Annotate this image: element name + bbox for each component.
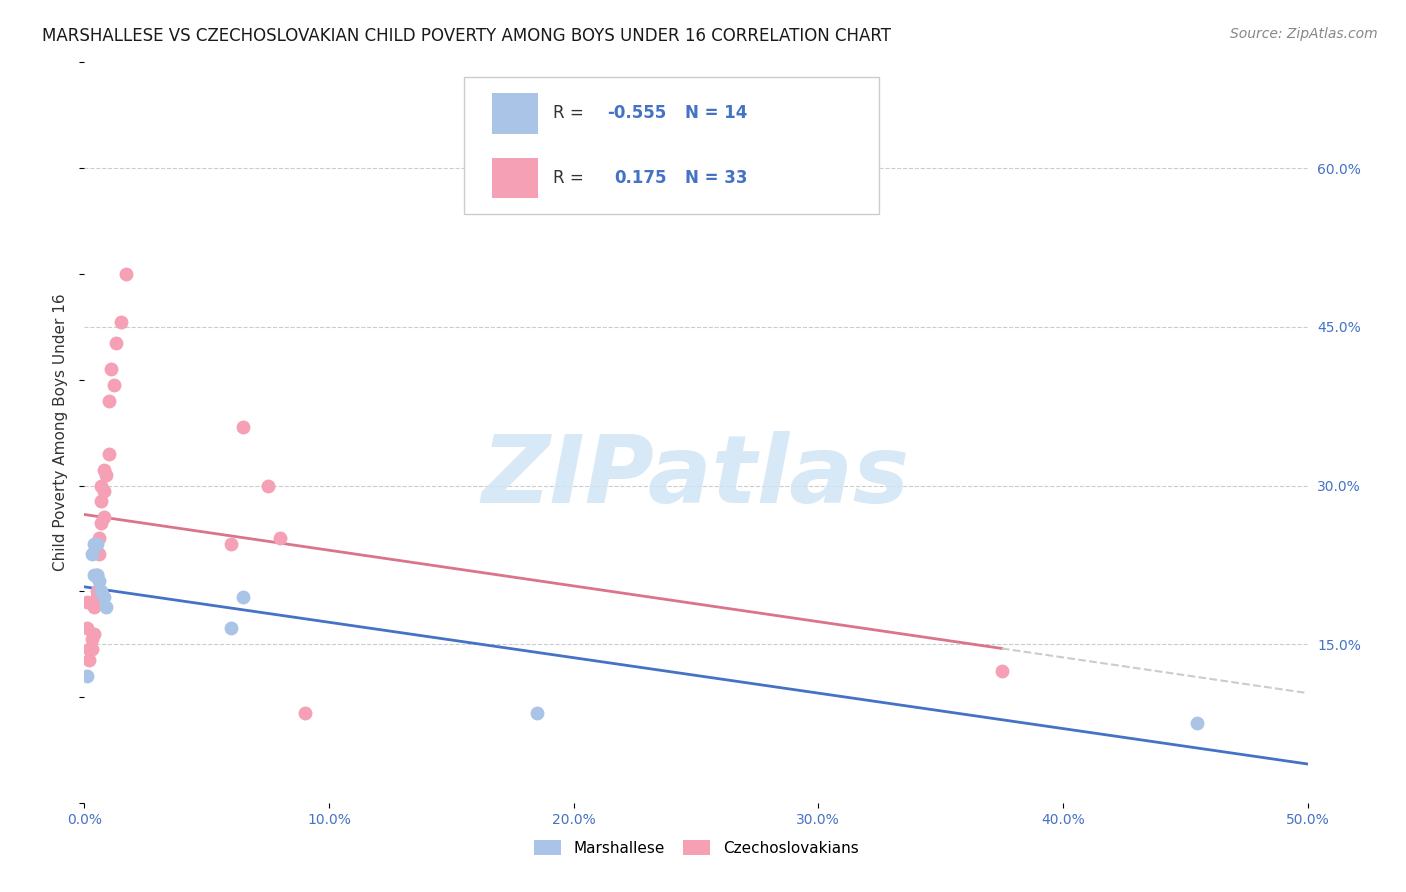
Point (77, 653, 100, 667)
Point (76, 595, 98, 609)
Point (86, 590, 108, 604)
Point (90, 584, 112, 599)
Point (96, 467, 118, 482)
Text: MARSHALLESE VS CZECHOSLOVAKIAN CHILD POVERTY AMONG BOYS UNDER 16 CORRELATION CHA: MARSHALLESE VS CZECHOSLOVAKIAN CHILD POV… (42, 27, 891, 45)
Point (991, 664, 1014, 678)
Bar (492, 93, 538, 134)
Point (77, 642, 100, 657)
Point (103, 378, 125, 392)
Point (96, 600, 118, 615)
Point (93, 483, 115, 498)
Text: -0.555: -0.555 (607, 104, 666, 122)
Bar (492, 158, 538, 199)
Point (76, 621, 98, 635)
Y-axis label: Child Poverty Among Boys Under 16: Child Poverty Among Boys Under 16 (53, 293, 69, 572)
Point (219, 621, 242, 635)
Point (83, 626, 105, 640)
Point (80, 642, 103, 657)
Point (83, 536, 105, 550)
Point (526, 706, 548, 720)
Point (80, 547, 103, 561)
Point (219, 536, 242, 550)
Text: N = 33: N = 33 (685, 169, 748, 187)
Point (97, 447, 120, 461)
FancyBboxPatch shape (464, 78, 880, 214)
Text: Source: ZipAtlas.com: Source: ZipAtlas.com (1230, 27, 1378, 41)
Point (86, 568, 108, 582)
Point (93, 462, 115, 476)
Point (294, 706, 316, 720)
Point (232, 420, 254, 434)
Point (257, 478, 280, 492)
Text: R =: R = (553, 169, 583, 187)
Point (93, 590, 115, 604)
Text: N = 14: N = 14 (685, 104, 748, 122)
Point (93, 510, 115, 524)
Point (1187, 716, 1209, 731)
Point (87, 547, 110, 561)
Text: R =: R = (553, 104, 583, 122)
Point (86, 584, 108, 599)
Point (90, 494, 112, 508)
Legend: Marshallese, Czechoslovakians: Marshallese, Czechoslovakians (527, 834, 865, 862)
Text: ZIPatlas: ZIPatlas (482, 431, 910, 523)
Point (115, 267, 138, 281)
Point (87, 574, 110, 588)
Point (97, 393, 120, 408)
Point (90, 516, 112, 530)
Point (83, 568, 105, 582)
Point (80, 632, 103, 646)
Point (105, 335, 128, 350)
Point (269, 532, 291, 546)
Point (86, 536, 108, 550)
Point (100, 362, 122, 376)
Point (83, 600, 105, 615)
Point (110, 314, 132, 328)
Point (86, 568, 108, 582)
Text: 0.175: 0.175 (614, 169, 666, 187)
Point (90, 478, 112, 492)
Point (232, 590, 254, 604)
Point (76, 669, 98, 683)
Point (87, 532, 110, 546)
